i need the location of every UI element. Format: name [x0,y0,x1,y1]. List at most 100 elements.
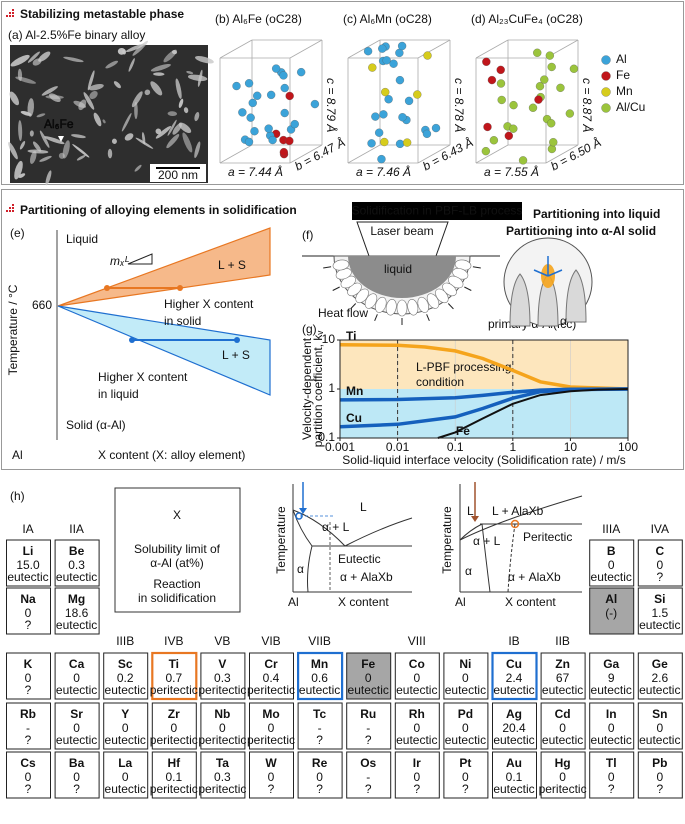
reaction-type: ? [365,733,372,747]
element-cell [249,702,294,750]
header-icon [12,9,14,11]
legend-label: Mn [616,84,633,98]
element-symbol: Ni [459,657,471,671]
grain [385,298,397,316]
element-symbol: Nb [214,707,230,721]
atom [549,138,558,147]
tie-point [234,337,240,343]
element-cell [6,587,51,635]
reaction-type: eutectic [639,683,680,697]
reaction-type: peritectic [198,683,246,697]
atom [547,62,556,72]
solubility-value: 0 [608,721,615,735]
reaction-type: eutectic [348,683,389,697]
structure-title: (d) Al₂₃CuFe₄ (oC28) [471,12,583,26]
element-symbol: C [655,544,664,558]
atom [382,56,391,65]
axis-label: X content [338,595,389,609]
element-symbol: Cd [555,707,571,721]
series-line [339,387,629,429]
header-icon [6,210,8,212]
element-cell [103,751,149,799]
reaction-type: ? [608,782,615,796]
lattice-a: a = 7.55 Å [484,164,539,179]
reaction-type: ? [656,570,663,584]
header-icon [6,15,8,17]
atom [285,136,294,146]
section-frame [1,1,684,185]
reaction-type: peritectic [198,782,246,796]
micro-phase [175,78,182,99]
element-symbol: La [118,756,132,770]
micro-phase [166,134,180,149]
atom [290,119,299,129]
heat-arrow [447,303,454,310]
y-axis-label: Velocity-dependent [300,337,314,440]
solubility-value: (-) [605,606,617,620]
liquid-pool [348,256,456,298]
element-symbol: Rh [409,707,425,721]
legend-text: α-Al (at%) [150,556,204,570]
series-label: Ti [346,329,356,343]
micro-phase [128,58,135,72]
axis-origin: Al [12,448,23,462]
reaction-type: eutectic [7,570,48,584]
group-label: IA [22,522,33,536]
header-icon [12,207,14,209]
atom [379,110,388,119]
solubility-value: 9 [608,671,615,685]
micro-phase [111,138,117,144]
micro-phase [107,148,113,159]
element-symbol: Os [360,756,376,770]
micro-phase [18,120,23,141]
reaction-type: ? [316,733,323,747]
micro-phase [38,51,51,62]
element-symbol: Zr [168,707,180,721]
element-cell [492,751,537,799]
atom [534,95,543,104]
element-symbol: Tc [313,707,326,721]
axis-label: Temperature / °C [6,284,20,375]
atom [375,128,384,137]
lattice-c: c = 8.87 Å [580,78,595,132]
element-cell [249,652,294,700]
reaction-type: peritectic [247,683,295,697]
element-cell [54,751,100,799]
structure-title: (c) Al₆Mn (oC28) [343,12,432,26]
solubility-value: 0 [608,558,615,572]
atom [402,138,412,147]
line [347,144,381,164]
micro-phase [36,113,46,118]
micro-phase [134,101,138,120]
solubility-value: 0 [25,606,32,620]
solubility-value: 0.3 [214,770,231,784]
atom [547,144,557,154]
atom [487,75,497,85]
element-symbol: K [24,657,33,671]
reaction-name: Peritectic [523,530,572,544]
atom [556,83,565,92]
element-symbol: Pd [458,707,473,721]
solvus [481,523,491,593]
micro-phase [39,155,52,162]
solubility-value: 0 [170,721,177,735]
series-label: Fe [456,424,470,438]
line [417,144,451,164]
arrow [58,136,64,142]
atom [377,154,386,164]
element-symbol: Pt [459,756,471,770]
element-symbol: Mo [262,707,279,721]
x-axis-label: Solid-liquid interface velocity (Solidif… [342,453,625,467]
line [219,39,253,59]
element-cell [54,652,100,700]
micro-phase [32,58,42,66]
element-cell [394,652,440,700]
liquidus [292,509,413,547]
header-icon [12,15,14,17]
micro-phase [39,130,50,148]
line [347,39,381,59]
solubility-value: 0 [462,770,469,784]
element-symbol: Rb [20,707,36,721]
element-cell [443,702,489,750]
solubility-value: 0 [559,721,566,735]
